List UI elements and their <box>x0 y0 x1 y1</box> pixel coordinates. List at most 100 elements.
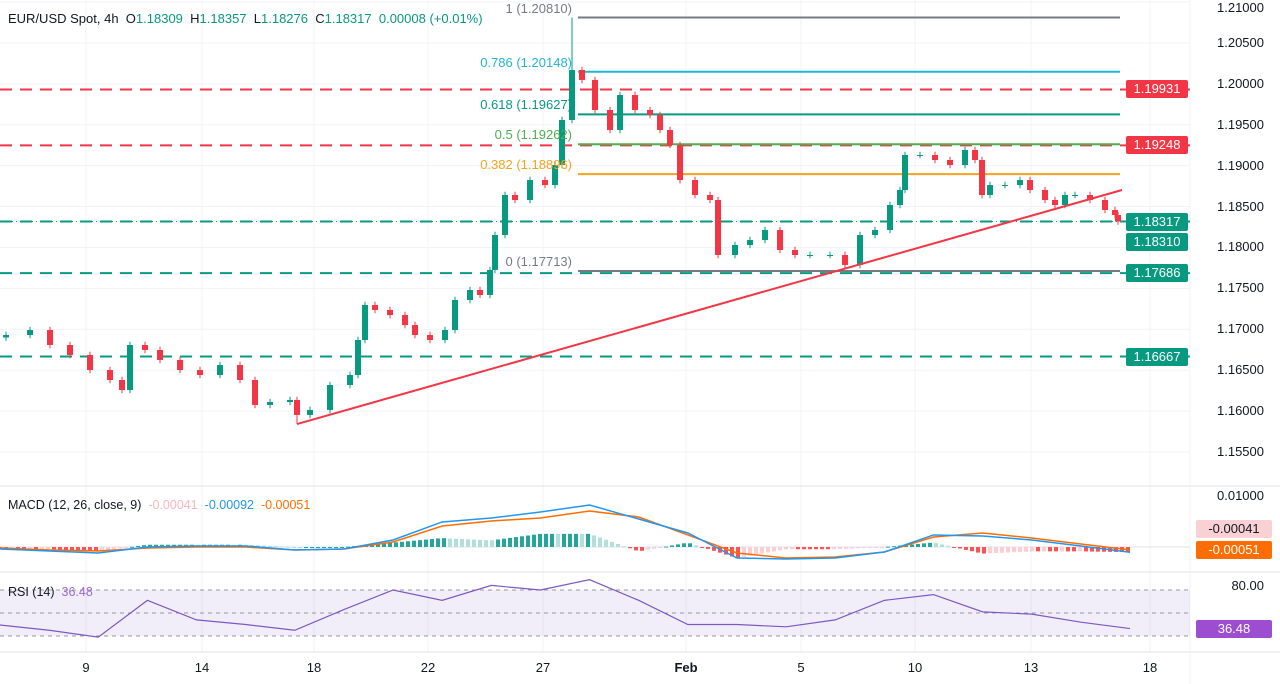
macd-histogram-bar <box>964 547 968 550</box>
macd-histogram-bar <box>646 547 650 550</box>
price-axis-label: 1.18000 <box>1217 239 1264 255</box>
candle-body <box>857 235 863 265</box>
macd-histogram-bar <box>400 541 404 547</box>
candle-body <box>402 315 408 326</box>
macd-histogram-bar <box>886 546 890 548</box>
candle-body <box>237 365 243 381</box>
macd-histogram-bar <box>946 545 950 547</box>
candle-body <box>442 330 448 340</box>
macd-histogram-bar <box>430 539 434 547</box>
macd-histogram-bar <box>88 547 92 552</box>
candle-body <box>387 309 393 316</box>
time-axis-label: 22 <box>420 660 436 675</box>
candle-body <box>972 150 978 160</box>
macd-title: MACD (12, 26, close, 9) <box>8 498 142 512</box>
macd-histogram-bar <box>748 547 752 556</box>
macd-histogram-bar <box>472 539 476 547</box>
macd-axis-label: 0.01000 <box>1217 488 1264 503</box>
candle-body <box>1102 200 1108 210</box>
macd-histogram-bar <box>742 547 746 557</box>
macd-histogram-bar <box>508 537 512 547</box>
macd-histogram-bar <box>916 543 920 547</box>
candle-body <box>887 204 893 231</box>
macd-histogram-bar <box>550 533 554 547</box>
macd-histogram-bar <box>580 533 584 547</box>
symbol-header: EUR/USD Spot, 4h O1.18309 H1.18357 L1.18… <box>8 11 483 26</box>
macd-histogram-bar <box>130 546 134 548</box>
trendline[interactable] <box>296 189 1123 425</box>
macd-histogram-bar <box>376 543 380 547</box>
macd-histogram-bar <box>424 539 428 547</box>
macd-histogram-bar <box>484 540 488 547</box>
rsi-value: 36.48 <box>61 585 93 599</box>
macd-histogram-bar <box>346 546 350 548</box>
price-tag: 1.19931 <box>1126 80 1188 99</box>
candle-body <box>347 375 353 385</box>
price-tag: 1.17686 <box>1126 264 1188 283</box>
macd-histogram-bar <box>124 547 128 548</box>
macd-histogram-bar <box>1000 547 1004 553</box>
price-axis-label: 1.21000 <box>1217 0 1264 15</box>
candle-body <box>127 344 133 390</box>
macd-histogram-bar <box>928 542 932 547</box>
candle-body <box>762 230 768 241</box>
candle-body <box>559 119 565 165</box>
candle-body <box>987 185 993 196</box>
time-axis-label: 5 <box>797 660 805 675</box>
candle-body <box>487 269 493 295</box>
macd-histogram-bar <box>28 547 32 550</box>
macd-histogram-bar <box>286 546 290 548</box>
macd-line-value: -0.00092 <box>204 498 255 512</box>
candle-body <box>87 354 93 371</box>
macd-histogram-bar <box>820 547 824 550</box>
macd-histogram-bar <box>850 547 854 549</box>
macd-histogram-bar <box>148 544 152 547</box>
candle-body <box>412 325 418 336</box>
macd-histogram-bar <box>790 547 794 550</box>
macd-histogram-bar <box>406 541 410 547</box>
macd-histogram-bar <box>1054 547 1058 552</box>
macd-histogram-bar <box>142 545 146 547</box>
macd-histogram-bar <box>46 547 50 550</box>
candle-body <box>287 399 293 403</box>
candle-body <box>467 290 473 300</box>
macd-histogram-bar <box>256 545 260 547</box>
macd-histogram-bar <box>880 547 884 548</box>
macd-histogram-bar <box>94 547 98 552</box>
macd-histogram-bar <box>388 542 392 547</box>
candle-body <box>27 330 33 336</box>
rsi-legend[interactable]: RSI (14) 36.48 <box>8 585 93 599</box>
price-tag: 1.18317 <box>1126 212 1188 231</box>
macd-histogram-bar <box>808 547 812 550</box>
macd-histogram-bar <box>772 547 776 552</box>
time-axis-label: 9 <box>82 660 90 675</box>
macd-histogram-bar <box>994 547 998 554</box>
fibonacci-retracement[interactable] <box>578 16 1120 272</box>
macd-legend[interactable]: MACD (12, 26, close, 9) -0.00041 -0.0009… <box>8 498 310 512</box>
candle-body <box>807 254 813 256</box>
macd-histogram-bar <box>154 544 158 547</box>
macd-histogram-bar <box>562 533 566 547</box>
time-axis-label: 27 <box>535 660 551 675</box>
macd-histogram-bar <box>460 539 464 547</box>
macd-histogram-bar <box>76 547 80 551</box>
fib-level-label: 0.382 (1.18896) <box>480 157 572 173</box>
candle-body <box>177 359 183 371</box>
candle-body <box>1115 214 1121 222</box>
support-trendline <box>296 189 1123 425</box>
price-axis-label: 1.17500 <box>1217 280 1264 296</box>
close-label: C <box>315 11 325 26</box>
macd-histogram-bar <box>544 533 548 547</box>
symbol-title[interactable]: EUR/USD Spot, 4h <box>8 11 119 26</box>
macd-histogram-bar <box>454 538 458 547</box>
macd-signal-tag: -0.00051 <box>1196 541 1272 559</box>
macd-histogram-bar <box>676 544 680 547</box>
time-axis-label: 14 <box>194 660 210 675</box>
macd-histogram-bar <box>586 533 590 547</box>
candle-body <box>707 195 713 201</box>
fib-level-label: 0.5 (1.19262) <box>494 127 572 143</box>
macd-histogram-bar <box>22 547 26 550</box>
macd-histogram-bar <box>274 546 278 548</box>
macd-histogram-bar <box>262 545 266 547</box>
